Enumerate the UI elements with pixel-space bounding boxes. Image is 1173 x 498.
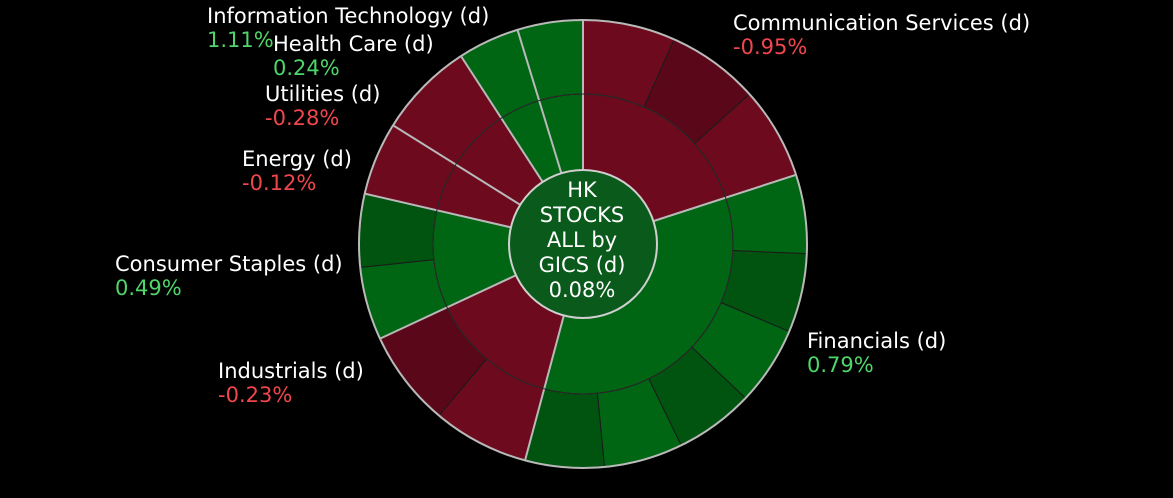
sector-value: 1.11% bbox=[207, 28, 274, 52]
sector-separator bbox=[524, 315, 565, 461]
sector-value: -0.95% bbox=[733, 35, 808, 59]
sector-name: Financials (d) bbox=[807, 329, 947, 353]
sector-label-information-technology[interactable]: Information Technology (d) 1.11% bbox=[207, 4, 489, 52]
sector-label-financials[interactable]: Financials (d) 0.79% bbox=[807, 329, 946, 377]
sector-label-industrials[interactable]: Industrials (d) -0.23% bbox=[218, 359, 364, 407]
sector-name: Consumer Staples (d) bbox=[115, 252, 343, 276]
sector-name: Utilities (d) bbox=[265, 82, 381, 106]
sector-value: 0.79% bbox=[807, 353, 874, 377]
sector-value: 0.49% bbox=[115, 276, 182, 300]
sector-separator bbox=[460, 55, 544, 183]
center-value: 0.08% bbox=[548, 278, 616, 302]
sector-separator bbox=[364, 192, 512, 229]
sector-value: 0.24% bbox=[273, 56, 340, 80]
center-circle bbox=[508, 169, 658, 319]
center-title-line-1: HK bbox=[567, 178, 597, 202]
sector-value: -0.28% bbox=[265, 106, 340, 130]
center-title-line-4: GICS (d) bbox=[538, 253, 626, 277]
sector-name: Industrials (d) bbox=[218, 359, 364, 383]
center-title-line-3: ALL by bbox=[546, 228, 618, 252]
sector-separator bbox=[653, 173, 797, 223]
center-label: HK STOCKS ALL by GICS (d) 0.08% bbox=[507, 178, 657, 303]
center-title-line-2: STOCKS bbox=[539, 203, 625, 227]
sunburst-segments bbox=[358, 19, 808, 469]
outer-ring bbox=[358, 19, 808, 469]
sector-value: -0.23% bbox=[218, 383, 293, 407]
sector-separator bbox=[379, 274, 517, 340]
sector-label-consumer-staples[interactable]: Consumer Staples (d) 0.49% bbox=[115, 252, 343, 300]
sector-label-communication-services[interactable]: Communication Services (d) -0.95% bbox=[733, 11, 1030, 59]
sector-name: Health Care (d) bbox=[273, 32, 434, 56]
sector-name: Information Technology (d) bbox=[207, 4, 490, 28]
sector-name: Communication Services (d) bbox=[733, 11, 1031, 35]
sector-value: -0.12% bbox=[242, 171, 317, 195]
mid-ring bbox=[432, 93, 734, 395]
sector-separator bbox=[516, 29, 563, 174]
sector-label-health-care[interactable]: Health Care (d) 0.24% bbox=[273, 32, 434, 80]
sector-label-utilities[interactable]: Utilities (d) -0.28% bbox=[265, 82, 380, 130]
sector-name: Energy (d) bbox=[242, 147, 352, 171]
sector-separator bbox=[392, 124, 521, 206]
sector-label-energy[interactable]: Energy (d) -0.12% bbox=[242, 147, 352, 195]
